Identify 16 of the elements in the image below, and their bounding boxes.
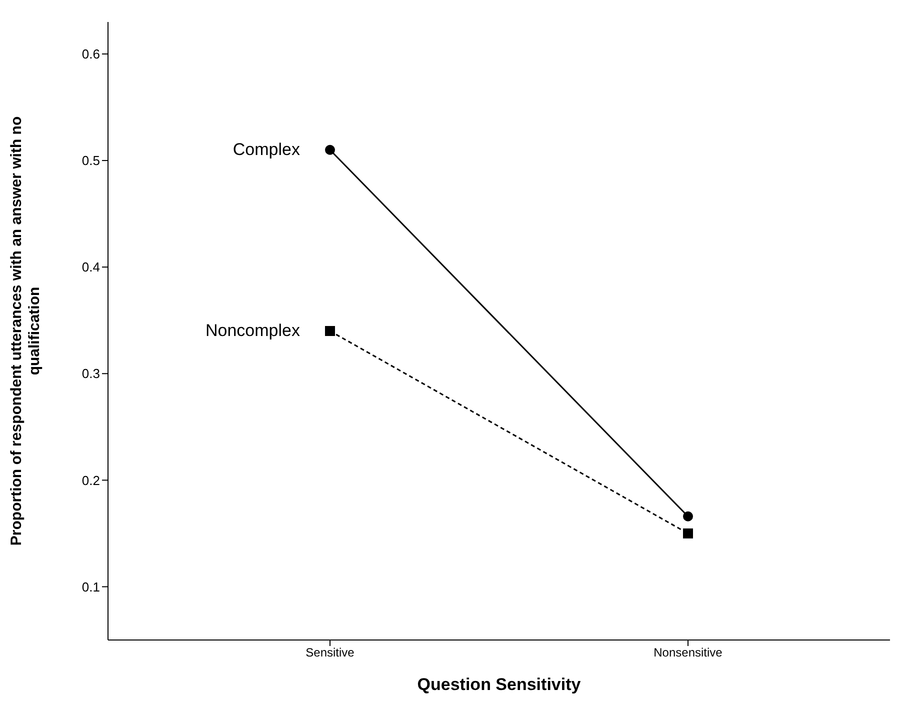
x-axis-title: Question Sensitivity bbox=[417, 675, 582, 694]
y-axis-title: Proportion of respondent utterances with an answer with no qualification bbox=[8, 116, 43, 546]
y-tick-label: 0.1 bbox=[82, 579, 100, 594]
x-tick-label: Nonsensitive bbox=[654, 646, 723, 660]
y-tick-label: 0.2 bbox=[82, 472, 100, 488]
point bbox=[683, 528, 693, 538]
point bbox=[325, 326, 335, 336]
x-tick-label: Sensitive bbox=[306, 646, 355, 660]
point bbox=[683, 511, 693, 522]
series-label: Complex bbox=[232, 140, 300, 159]
point bbox=[325, 144, 335, 155]
y-tick-label: 0.3 bbox=[82, 366, 100, 382]
y-tick-label: 0.4 bbox=[82, 260, 100, 275]
y-tick-label: 0.5 bbox=[82, 153, 100, 168]
series-label: Noncomplex bbox=[206, 321, 300, 340]
y-tick-label: 0.6 bbox=[82, 46, 100, 62]
